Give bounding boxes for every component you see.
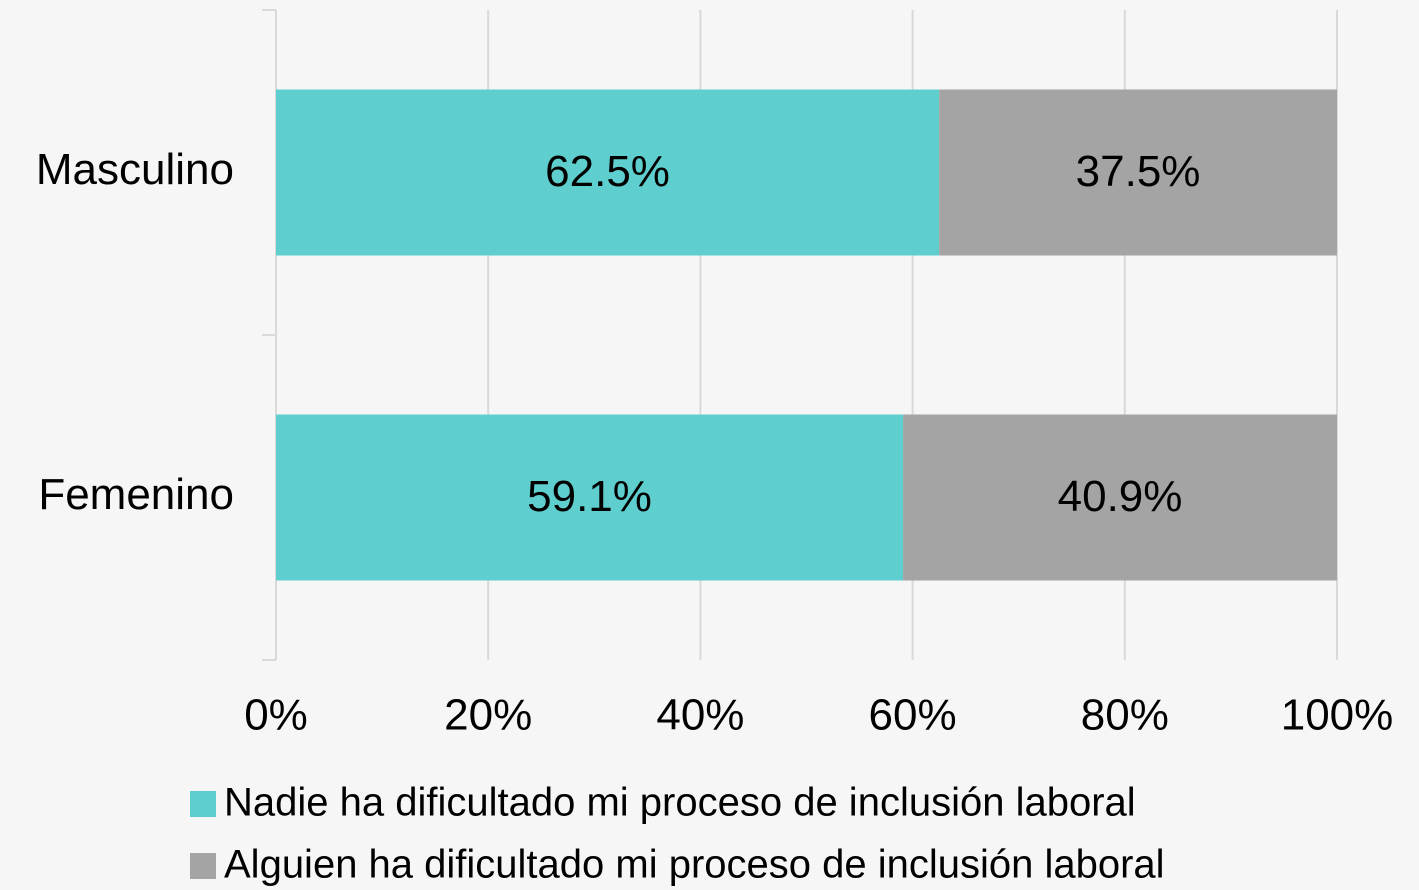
- x-tick-label: 80%: [1081, 691, 1169, 740]
- x-tick-label: 40%: [656, 691, 744, 740]
- bar-segment: [903, 414, 1337, 581]
- bar-segment: [276, 89, 940, 256]
- legend-label: Nadie ha dificultado mi proceso de inclu…: [224, 781, 1136, 825]
- legend-label: Alguien ha dificultado mi proceso de inc…: [224, 843, 1165, 887]
- value-label: 62.5%: [545, 147, 670, 196]
- legend-swatch: [190, 853, 216, 879]
- y-tick-label: Femenino: [38, 470, 234, 519]
- x-tick-label: 100%: [1281, 691, 1394, 740]
- x-tick-label: 20%: [444, 691, 532, 740]
- value-label: 40.9%: [1058, 472, 1183, 521]
- legend-swatch: [190, 791, 216, 817]
- bar-segment: [939, 89, 1337, 256]
- value-label: 37.5%: [1076, 147, 1201, 196]
- bar-segment: [276, 414, 904, 581]
- x-tick-label: 60%: [869, 691, 957, 740]
- y-tick-label: Masculino: [36, 145, 234, 194]
- x-tick-label: 0%: [244, 691, 308, 740]
- value-label: 59.1%: [527, 472, 652, 521]
